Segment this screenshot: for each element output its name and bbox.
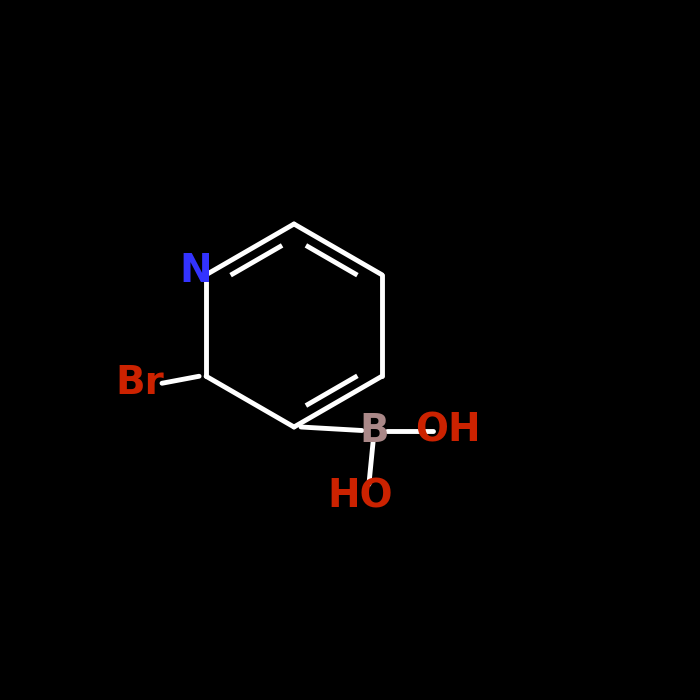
Text: Br: Br [116,364,164,402]
Text: B: B [360,412,389,449]
Text: HO: HO [328,478,393,516]
Text: OH: OH [415,412,481,449]
Text: N: N [179,252,212,290]
